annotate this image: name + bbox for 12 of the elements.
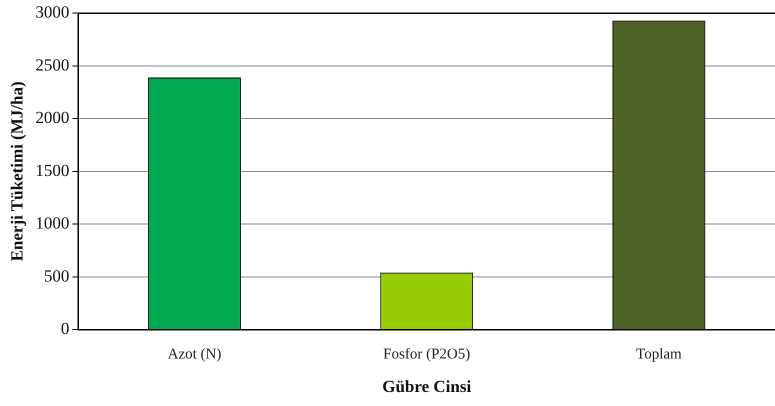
y-tick-label: 3000 <box>35 2 70 22</box>
x-tick-label: Fosfor (P2O5) <box>383 346 470 363</box>
y-tick-label: 1500 <box>35 160 70 180</box>
y-tick-label: 0 <box>60 319 70 338</box>
x-tick-label: Azot (N) <box>168 346 222 363</box>
y-tick-label: 1000 <box>35 214 70 233</box>
y-tick-label: 2500 <box>35 55 70 74</box>
y-tick-label: 500 <box>44 266 70 286</box>
x-axis-title: Gübre Cinsi <box>382 377 472 396</box>
x-tick-label: Toplam <box>636 346 682 363</box>
y-tick-label: 2000 <box>35 108 70 128</box>
y-axis-title: Enerji Tüketimi (MJ/ha) <box>8 81 27 262</box>
